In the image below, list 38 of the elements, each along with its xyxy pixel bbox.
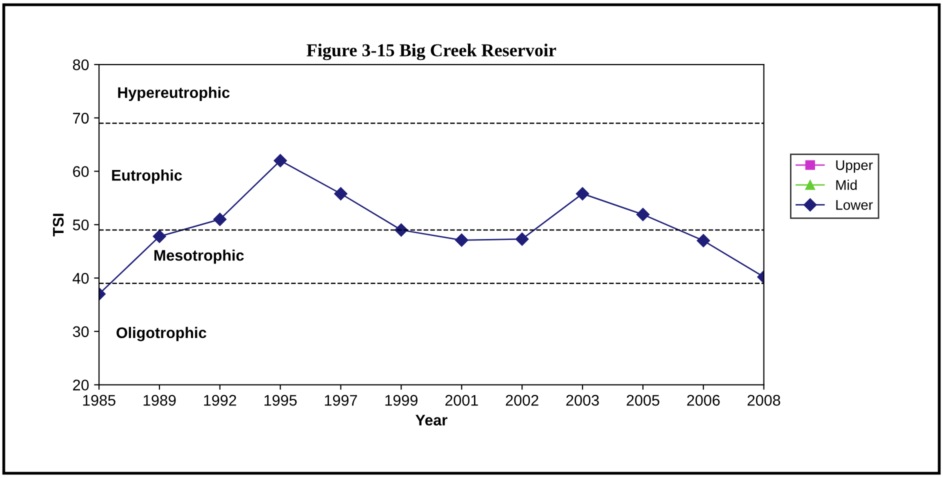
- point: [696, 234, 710, 248]
- y-tick-label: 40: [72, 272, 89, 284]
- point: [213, 212, 226, 226]
- x-tick-label: 2006: [687, 394, 720, 406]
- x-tick-label: 1992: [204, 394, 236, 406]
- point: [636, 208, 650, 222]
- x-tick-label: 1989: [144, 394, 176, 406]
- x-tick-label: 2005: [626, 394, 660, 406]
- y-axis-title: TSI: [52, 214, 64, 236]
- x-tick-label: 2002: [506, 394, 538, 406]
- legend-label: Upper: [836, 160, 873, 173]
- x-tick-label: 2008: [748, 394, 780, 406]
- x-tick-label: 1999: [385, 394, 418, 406]
- point: [334, 187, 348, 200]
- x-tick-label: 2001: [445, 394, 478, 406]
- y-tick-label: 60: [73, 166, 89, 177]
- x-axis-title: Year: [416, 414, 448, 426]
- annotation: Oligotrophic: [116, 326, 206, 342]
- point: [152, 230, 166, 243]
- x-tick-label: 1985: [83, 394, 116, 406]
- y-tick-label: 30: [72, 326, 89, 338]
- x-tick-label: 2003: [566, 394, 599, 406]
- annotation: Eutrophic: [112, 170, 182, 184]
- point: [274, 154, 287, 168]
- chart-title: Figure 3-15 Big Creek Reservoir: [306, 44, 556, 60]
- point: [576, 187, 590, 200]
- y-tick-label: 20: [73, 380, 89, 390]
- point: [515, 232, 529, 246]
- legend-label: Mid: [836, 180, 857, 190]
- x-tick-label: 1997: [324, 394, 357, 406]
- y-tick-label: 80: [72, 59, 89, 70]
- x-tick-label: 1995: [264, 394, 297, 406]
- annotation: Hypereutrophic: [118, 86, 230, 102]
- y-tick-label: 50: [72, 220, 89, 230]
- annotation: Mesotrophic: [154, 250, 244, 264]
- legend-label: Lower: [836, 200, 873, 210]
- y-tick-label: 70: [73, 112, 89, 124]
- point: [455, 234, 468, 247]
